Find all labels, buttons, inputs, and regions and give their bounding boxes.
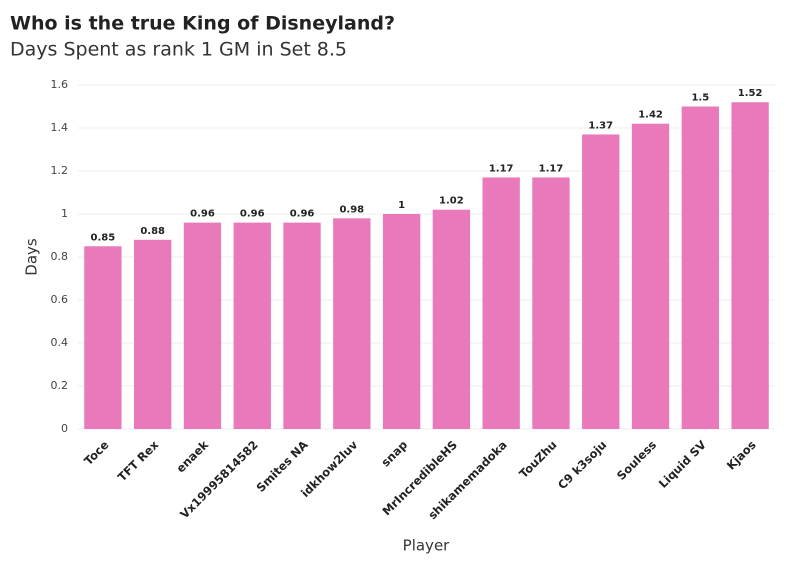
bar (283, 222, 321, 429)
y-tick-label: 1.6 (51, 78, 69, 91)
value-label: 1.42 (638, 110, 663, 121)
bar (631, 123, 670, 429)
value-label: 1.37 (588, 120, 613, 131)
bar (731, 102, 769, 429)
value-label: 0.96 (190, 209, 215, 220)
value-label: 1.5 (691, 93, 709, 104)
y-tick-label: 1 (61, 207, 68, 220)
x-tick-label: Souless (614, 438, 659, 483)
value-label: 0.85 (91, 232, 116, 243)
y-tick-label: 0 (61, 422, 68, 435)
value-label: 1.02 (439, 196, 464, 207)
bar (532, 177, 570, 429)
bar (333, 218, 371, 429)
bar (582, 134, 620, 429)
bar (681, 106, 719, 429)
bar (382, 214, 421, 429)
bar (432, 209, 471, 429)
value-label: 1.17 (489, 163, 514, 174)
y-tick-label: 0.6 (51, 293, 69, 306)
value-label: 1.17 (539, 163, 564, 174)
value-label: 0.96 (290, 209, 315, 220)
y-tick-label: 0.4 (51, 336, 69, 349)
value-label: 0.98 (339, 204, 364, 215)
bar (84, 246, 122, 429)
bar (233, 222, 271, 429)
x-tick-label: Liquid SV (656, 438, 709, 491)
y-tick-label: 0.8 (51, 250, 69, 263)
value-label: 0.88 (140, 226, 165, 237)
bar (183, 222, 222, 429)
value-label: 1 (398, 200, 405, 211)
x-tick-label: TFT Rex (115, 437, 162, 484)
value-label: 0.96 (240, 209, 265, 220)
y-tick-label: 1.4 (51, 121, 69, 134)
x-tick-label: TouZhu (516, 438, 559, 481)
x-axis-title: Player (403, 537, 451, 555)
chart-subtitle: Days Spent as rank 1 GM in Set 8.5 (10, 39, 347, 61)
x-tick-label: enaek (173, 437, 211, 475)
chart-title: Who is the true King of Disneyland? (10, 13, 395, 35)
y-tick-label: 1.2 (51, 164, 69, 177)
x-tick-label: Toce (81, 438, 111, 468)
x-tick-label: C9 k3soju (555, 438, 609, 492)
y-tick-label: 0.2 (51, 379, 69, 392)
x-tick-label: Kjaos (724, 438, 759, 473)
bar (134, 239, 172, 429)
y-axis-title: Days (23, 238, 41, 276)
bar (482, 177, 520, 429)
value-label: 1.52 (738, 88, 763, 99)
x-tick-label: snap (378, 438, 410, 470)
